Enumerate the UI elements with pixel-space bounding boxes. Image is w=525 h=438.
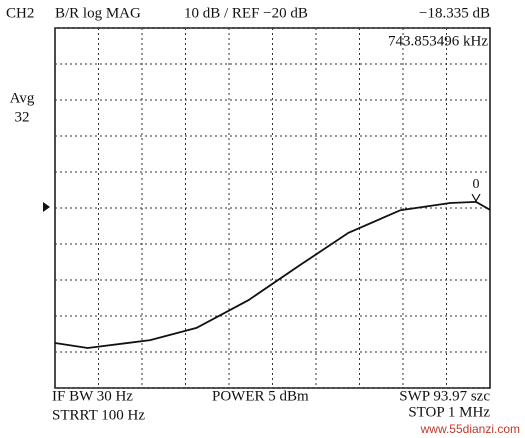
marker-value: −18.335 dB [419, 5, 490, 21]
watermark: www.55dianzi.com [420, 422, 520, 436]
avg-count: 32 [15, 109, 30, 125]
avg-label: Avg [10, 90, 35, 106]
scale: 10 dB / REF −20 dB [184, 5, 308, 21]
format: B/R log MAG [55, 5, 141, 21]
stop-frequency: STOP 1 MHz [408, 404, 490, 420]
trace [54, 200, 491, 349]
if-bandwidth: IF BW 30 Hz [52, 388, 133, 404]
sweep-time: SWP 93.97 szc [399, 388, 490, 404]
marker-label: 0 [473, 177, 480, 192]
marker-frequency: 743.853496 kHz [388, 33, 488, 49]
reference-arrow [43, 202, 50, 212]
channel: CH2 [6, 5, 34, 21]
start-frequency: STRRT 100 Hz [52, 407, 145, 423]
power: POWER 5 dBm [212, 388, 309, 404]
marker-symbol [471, 193, 481, 203]
